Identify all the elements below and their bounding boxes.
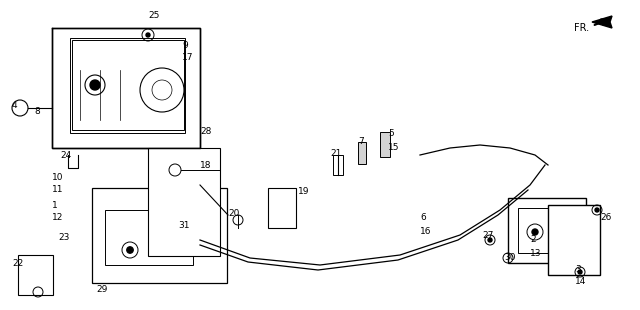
Circle shape — [595, 208, 599, 212]
Bar — [380, 132, 390, 157]
Circle shape — [146, 33, 150, 37]
Bar — [18, 255, 53, 295]
Text: 13: 13 — [530, 249, 541, 258]
Circle shape — [153, 223, 157, 227]
Text: 28: 28 — [200, 127, 211, 136]
Text: 18: 18 — [200, 161, 211, 170]
Bar — [268, 188, 296, 228]
Text: 19: 19 — [298, 188, 310, 197]
Text: 14: 14 — [575, 277, 586, 286]
Circle shape — [532, 229, 538, 235]
Text: 9: 9 — [182, 41, 188, 50]
Text: 16: 16 — [420, 228, 431, 237]
Bar — [508, 198, 586, 263]
Text: FR.: FR. — [574, 23, 589, 33]
Text: 8: 8 — [34, 108, 40, 117]
Bar — [333, 155, 343, 175]
Text: 11: 11 — [52, 185, 63, 194]
Text: 1: 1 — [52, 202, 58, 210]
Text: 2: 2 — [530, 236, 536, 245]
Text: 4: 4 — [12, 100, 18, 109]
Bar — [70, 38, 185, 133]
Bar — [548, 205, 600, 275]
Bar — [518, 208, 576, 253]
Bar — [148, 148, 220, 256]
Text: 17: 17 — [182, 52, 193, 61]
Circle shape — [488, 238, 492, 242]
Text: 6: 6 — [420, 214, 426, 223]
Text: 25: 25 — [148, 11, 159, 20]
Bar — [358, 142, 366, 164]
Text: 12: 12 — [52, 214, 63, 223]
Text: 20: 20 — [228, 209, 239, 218]
Text: 3: 3 — [575, 265, 580, 274]
Text: 29: 29 — [96, 286, 108, 294]
Text: 31: 31 — [178, 220, 189, 229]
Text: 22: 22 — [12, 259, 23, 268]
Bar — [105, 210, 193, 265]
Text: 5: 5 — [388, 129, 394, 138]
Text: 21: 21 — [330, 148, 341, 157]
Circle shape — [168, 243, 172, 247]
Circle shape — [90, 80, 100, 90]
Text: 26: 26 — [600, 214, 611, 223]
Text: 7: 7 — [358, 138, 364, 147]
Bar — [72, 40, 184, 130]
Circle shape — [127, 247, 133, 253]
Circle shape — [578, 270, 582, 274]
Text: 10: 10 — [52, 174, 63, 183]
Text: 30: 30 — [504, 253, 515, 262]
Bar — [92, 188, 227, 283]
Text: 27: 27 — [482, 231, 493, 240]
Text: 23: 23 — [58, 233, 69, 242]
Text: 24: 24 — [60, 150, 71, 160]
Text: 15: 15 — [388, 144, 399, 153]
Polygon shape — [592, 16, 612, 28]
Bar — [52, 28, 200, 148]
